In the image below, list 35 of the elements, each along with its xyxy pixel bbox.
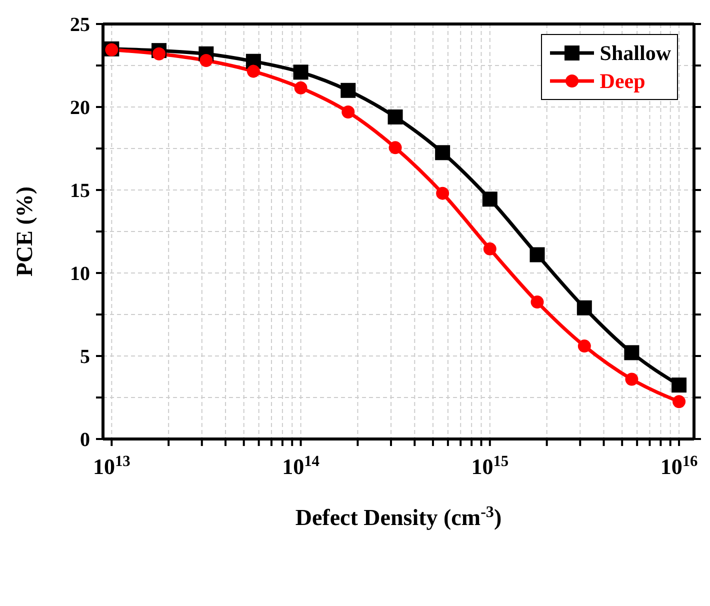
point [246, 64, 260, 78]
point [672, 395, 686, 408]
point [530, 247, 545, 262]
point [482, 192, 498, 207]
y-axis-title: PCE (%) [12, 186, 37, 277]
point [625, 372, 638, 386]
point [576, 300, 592, 316]
y-tick-label: 0 [80, 429, 90, 451]
legend-label: Deep [600, 68, 646, 94]
x-axis-title: Defect Density (cm$^{-3}$) [295, 504, 502, 530]
point [388, 141, 402, 154]
point [200, 54, 213, 68]
x-tick-label: 10$^{13}$ [92, 452, 131, 479]
point [672, 378, 687, 393]
y-tick-label: 10 [70, 263, 90, 285]
y-tick-label: 15 [70, 180, 90, 202]
legend-label: Shallow [600, 40, 671, 66]
x-tick-label: 10$^{14}$ [282, 452, 320, 479]
point [436, 186, 450, 200]
point [624, 345, 640, 360]
point [435, 145, 450, 160]
y-tick-label: 5 [80, 346, 90, 368]
point [294, 81, 308, 94]
x-tick-label: 10$^{16}$ [660, 452, 698, 479]
point [530, 296, 544, 309]
point [293, 64, 308, 80]
point [388, 109, 403, 124]
point [578, 340, 591, 353]
x-tick-label: 10$^{15}$ [471, 452, 509, 479]
y-tick-label: 20 [70, 97, 90, 119]
point [483, 242, 496, 256]
point [152, 47, 166, 60]
y-tick-label: 25 [70, 14, 90, 36]
point [340, 82, 356, 98]
point [342, 105, 355, 118]
